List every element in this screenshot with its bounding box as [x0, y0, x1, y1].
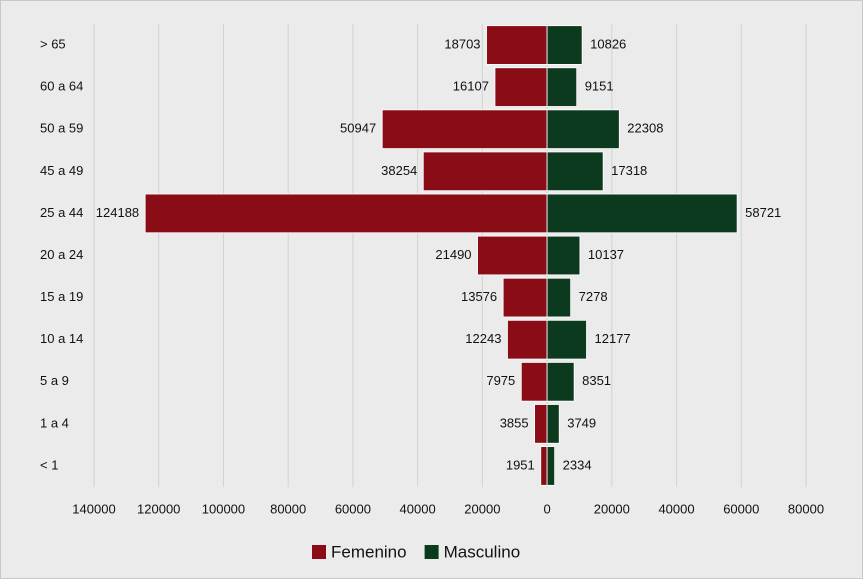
bar — [540, 446, 548, 486]
bar — [546, 446, 556, 486]
x-tick-label: 20000 — [464, 501, 500, 516]
data-label: 38254 — [381, 163, 417, 178]
y-tick-label: 60 a 64 — [40, 79, 83, 94]
bar — [546, 109, 620, 149]
data-label: 7278 — [579, 289, 608, 304]
x-tick-label: 0 — [543, 501, 550, 516]
x-tick-label: 100000 — [202, 501, 245, 516]
data-label: 22308 — [627, 121, 663, 136]
legend-label: Masculino — [444, 542, 521, 561]
data-label: 124188 — [96, 205, 139, 220]
bar — [546, 67, 578, 107]
legend-swatch — [424, 545, 439, 559]
bar — [494, 67, 548, 107]
bar — [477, 235, 548, 276]
bar — [546, 362, 575, 402]
data-label: 10826 — [590, 36, 626, 51]
y-tick-label: > 65 — [40, 36, 66, 51]
bar — [546, 277, 572, 318]
bar — [546, 151, 604, 192]
y-tick-label: 15 a 19 — [40, 289, 83, 304]
data-label: 1951 — [506, 457, 535, 472]
data-label: 10137 — [588, 247, 624, 262]
bar — [546, 319, 587, 360]
y-tick-label: 45 a 49 — [40, 163, 83, 178]
y-tick-label: < 1 — [40, 457, 58, 472]
bar — [520, 362, 548, 402]
data-label: 2334 — [563, 457, 592, 472]
x-tick-label: 80000 — [270, 501, 306, 516]
y-tick-label: 25 a 44 — [40, 205, 83, 220]
data-label: 8351 — [582, 373, 611, 388]
bar — [546, 404, 560, 444]
bar — [546, 235, 581, 276]
data-label: 7975 — [486, 373, 515, 388]
bar — [546, 25, 583, 65]
y-tick-label: 50 a 59 — [40, 121, 83, 136]
bar — [486, 25, 548, 65]
data-label: 12177 — [595, 331, 631, 346]
x-tick-label: 20000 — [594, 501, 630, 516]
y-tick-label: 20 a 24 — [40, 247, 83, 262]
bar — [534, 404, 548, 444]
data-label: 12243 — [465, 331, 501, 346]
data-label: 18703 — [444, 36, 480, 51]
legend-swatch — [312, 545, 326, 559]
data-label: 21490 — [435, 247, 471, 262]
data-label: 3855 — [500, 415, 529, 430]
x-tick-label: 80000 — [788, 501, 824, 516]
data-label: 58721 — [745, 205, 781, 220]
bar — [502, 277, 548, 318]
bar — [422, 151, 548, 192]
x-tick-label: 40000 — [658, 501, 694, 516]
bar — [381, 109, 548, 149]
y-tick-label: 10 a 14 — [40, 331, 83, 346]
data-label: 16107 — [453, 79, 489, 94]
bar — [507, 319, 548, 360]
y-tick-label: 1 a 4 — [40, 415, 69, 430]
y-tick-label: 5 a 9 — [40, 373, 69, 388]
bar — [144, 193, 548, 234]
data-label: 3749 — [567, 415, 596, 430]
data-label: 9151 — [585, 79, 614, 94]
legend-label: Femenino — [331, 542, 407, 561]
x-tick-label: 120000 — [137, 501, 180, 516]
bar — [546, 193, 738, 234]
data-label: 17318 — [611, 163, 647, 178]
x-tick-label: 60000 — [723, 501, 759, 516]
data-label: 50947 — [340, 121, 376, 136]
x-tick-label: 40000 — [400, 501, 436, 516]
x-tick-label: 60000 — [335, 501, 371, 516]
x-tick-label: 140000 — [72, 501, 115, 516]
data-label: 13576 — [461, 289, 497, 304]
